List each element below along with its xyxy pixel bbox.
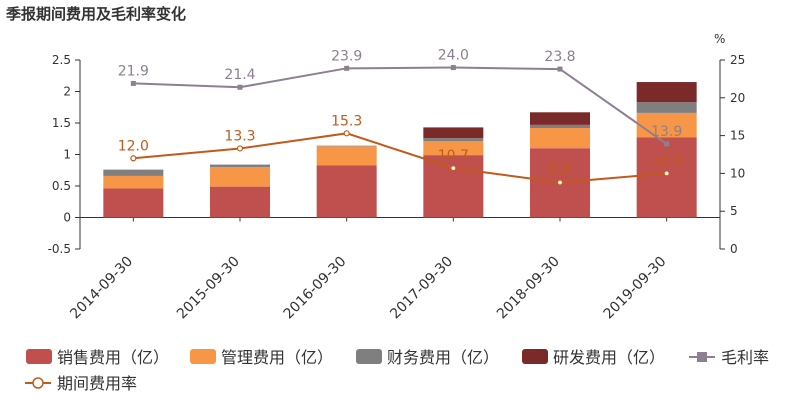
legend-marker: [32, 377, 44, 389]
bar-segment: [636, 82, 697, 103]
legend-swatch: [190, 349, 216, 364]
y-left-tick-label: 0.5: [52, 179, 71, 193]
data-label: 10.0: [651, 153, 682, 169]
data-label: 12.0: [118, 138, 149, 154]
legend-marker: [697, 352, 707, 362]
legend-label: 期间费用率: [57, 374, 137, 393]
bar-segment: [103, 175, 164, 189]
series-marker: [664, 141, 670, 147]
bar-segment: [210, 186, 270, 218]
bar-segment: [210, 167, 270, 187]
x-tick-label: 2015-09-30: [174, 254, 243, 323]
bar-segment: [636, 102, 697, 113]
data-label: 24.0: [438, 48, 469, 64]
y-left-tick-label: 0: [63, 211, 71, 225]
series-marker: [556, 179, 564, 186]
lines-layer: [130, 65, 670, 186]
y-right-tick-label: 15: [730, 129, 745, 143]
y-left-tick-label: 1: [63, 148, 71, 162]
series-marker: [237, 84, 243, 90]
data-label: 10.7: [438, 148, 469, 164]
bar-segment: [103, 169, 164, 176]
bar-segment: [316, 146, 377, 166]
bar-segment: [423, 141, 484, 156]
series-marker: [130, 155, 137, 162]
y-right-tick-label: 5: [730, 204, 738, 218]
x-tick-label: 2014-09-30: [67, 254, 136, 323]
chart-title: 季报期间费用及毛利率变化: [6, 5, 187, 23]
bars-layer: [103, 82, 697, 218]
series-marker: [343, 130, 350, 137]
series-marker: [663, 170, 670, 177]
legend-label: 管理费用（亿）: [221, 348, 333, 367]
bar-segment: [316, 165, 377, 218]
y-left-tick-label: -0.5: [48, 242, 71, 256]
data-label: 13.3: [224, 128, 255, 144]
data-label: 21.9: [118, 63, 149, 79]
bar-segment: [530, 124, 590, 129]
bar-segment: [530, 128, 590, 149]
x-tick-label: 2017-09-30: [387, 254, 456, 323]
series-marker: [344, 65, 350, 71]
legend-label: 销售费用（亿）: [57, 348, 169, 367]
y-right-tick-label: 0: [730, 242, 738, 256]
series-marker: [557, 66, 563, 72]
series-marker: [450, 65, 456, 71]
bar-segment: [423, 155, 484, 218]
bar-segment: [210, 164, 270, 168]
bar-segment: [636, 137, 697, 218]
series-marker: [236, 145, 244, 152]
y-left-tick-label: 2: [63, 85, 71, 99]
x-tick-label: 2016-09-30: [281, 254, 350, 323]
x-tick-label: 2018-09-30: [494, 254, 563, 323]
bar-segment: [316, 145, 377, 147]
bar-segment: [530, 112, 590, 125]
series-line: [133, 66, 668, 145]
legend-label: 财务费用（亿）: [387, 348, 499, 367]
x-tick-label: 2019-09-30: [601, 254, 670, 323]
legend-label: 研发费用（亿）: [553, 348, 665, 367]
data-label: 23.9: [331, 48, 362, 64]
y-right-tick-label: 10: [730, 166, 745, 180]
bar-segment: [103, 188, 164, 218]
data-label: 8.8: [549, 162, 571, 178]
bar-segment: [423, 127, 484, 139]
y-left-tick-label: 2.5: [52, 53, 71, 67]
legend-label: 毛利率: [721, 348, 769, 367]
legend-swatch: [522, 349, 548, 364]
legend-swatch: [26, 349, 52, 364]
y-right-tick-label: 25: [730, 53, 745, 67]
bar-segment: [423, 138, 484, 142]
y-left-tick-label: 1.5: [52, 116, 71, 130]
series-marker: [130, 80, 136, 86]
data-label: 13.9: [651, 124, 682, 140]
y-right-tick-label: 20: [730, 91, 745, 105]
data-label: 23.8: [544, 49, 575, 65]
series-marker: [450, 165, 457, 172]
legend-swatch: [356, 349, 382, 364]
bar-segment: [636, 112, 697, 138]
y-right-unit: %: [714, 32, 725, 46]
labels-layer: 21.9 21.4 23.9 24.0 23.8 13.9 12.0 13.3 15.3 10.7…: [118, 48, 683, 179]
data-label: 21.4: [224, 67, 255, 83]
series-line: [133, 132, 667, 184]
data-label: 15.3: [331, 113, 362, 129]
